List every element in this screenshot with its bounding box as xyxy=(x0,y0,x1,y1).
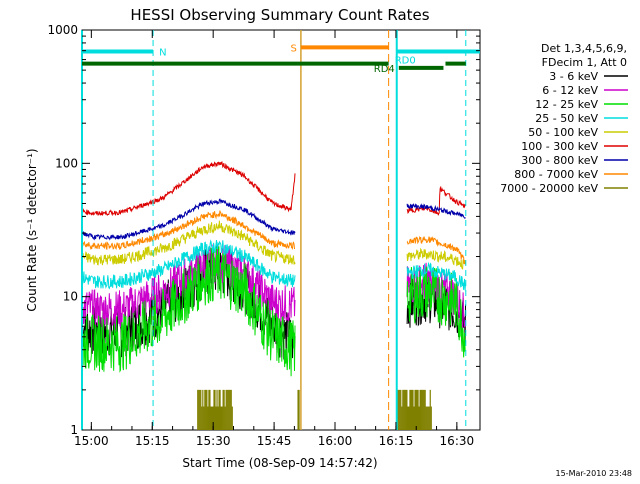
flag-label: N xyxy=(159,47,166,58)
legend-label: 6 - 12 keV xyxy=(542,84,598,97)
series-line xyxy=(406,247,466,270)
flag-label: S xyxy=(291,43,297,54)
legend-label: 7000 - 20000 keV xyxy=(500,182,598,195)
series-line xyxy=(81,246,296,377)
y-axis-label: Count Rate (s⁻¹ detector⁻¹) xyxy=(25,148,39,311)
y-tick-label: 100 xyxy=(55,156,78,170)
series-line xyxy=(81,244,296,330)
series-line xyxy=(406,203,466,219)
x-tick-label: 16:00 xyxy=(318,434,353,448)
legend-label: 300 - 800 keV xyxy=(521,154,598,167)
legend-label: 25 - 50 keV xyxy=(535,112,598,125)
series-line xyxy=(81,160,296,217)
chart-title: HESSI Observing Summary Count Rates xyxy=(130,6,429,24)
series-line xyxy=(406,185,466,216)
legend-label: 3 - 6 keV xyxy=(549,70,598,83)
flag-label: RD4 xyxy=(374,64,395,75)
x-tick-label: 15:00 xyxy=(74,434,109,448)
x-axis-label: Start Time (08-Sep-09 14:57:42) xyxy=(182,456,377,470)
series-line xyxy=(406,235,466,265)
legend-header-line-1: Det 1,3,4,5,6,9, xyxy=(541,42,627,55)
legend-label: 50 - 100 keV xyxy=(528,126,598,139)
legend: Det 1,3,4,5,6,9, FDecim 1, Att 0 3 - 6 k… xyxy=(500,42,628,195)
y-tick-label: 1000 xyxy=(47,23,78,37)
legend-label: 12 - 25 keV xyxy=(535,98,598,111)
legend-header-line-2: FDecim 1, Att 0 xyxy=(542,56,627,69)
footer-timestamp: 15-Mar-2010 23:48 xyxy=(556,469,633,478)
series-line xyxy=(81,210,295,251)
legend-label: 800 - 7000 keV xyxy=(514,168,598,181)
series-line xyxy=(81,220,296,266)
x-tick-label: 15:15 xyxy=(135,434,170,448)
series-line xyxy=(81,198,296,241)
x-tick-label: 16:30 xyxy=(440,434,475,448)
x-tick-label: 16:15 xyxy=(379,434,414,448)
series-line xyxy=(406,261,466,291)
series-line xyxy=(81,239,296,290)
legend-label: 100 - 300 keV xyxy=(521,140,598,153)
tick-layer: 15:00 15:15 15:30 15:45 16:00 16:15 16:30 1 10 10… xyxy=(47,23,480,448)
y-tick-label: 10 xyxy=(63,290,78,304)
x-tick-label: 15:45 xyxy=(257,434,292,448)
series-layer xyxy=(81,160,466,430)
flag-label: RD0 xyxy=(395,55,416,66)
series-line xyxy=(406,266,466,358)
y-tick-label: 1 xyxy=(70,423,78,437)
x-tick-label: 15:30 xyxy=(196,434,231,448)
